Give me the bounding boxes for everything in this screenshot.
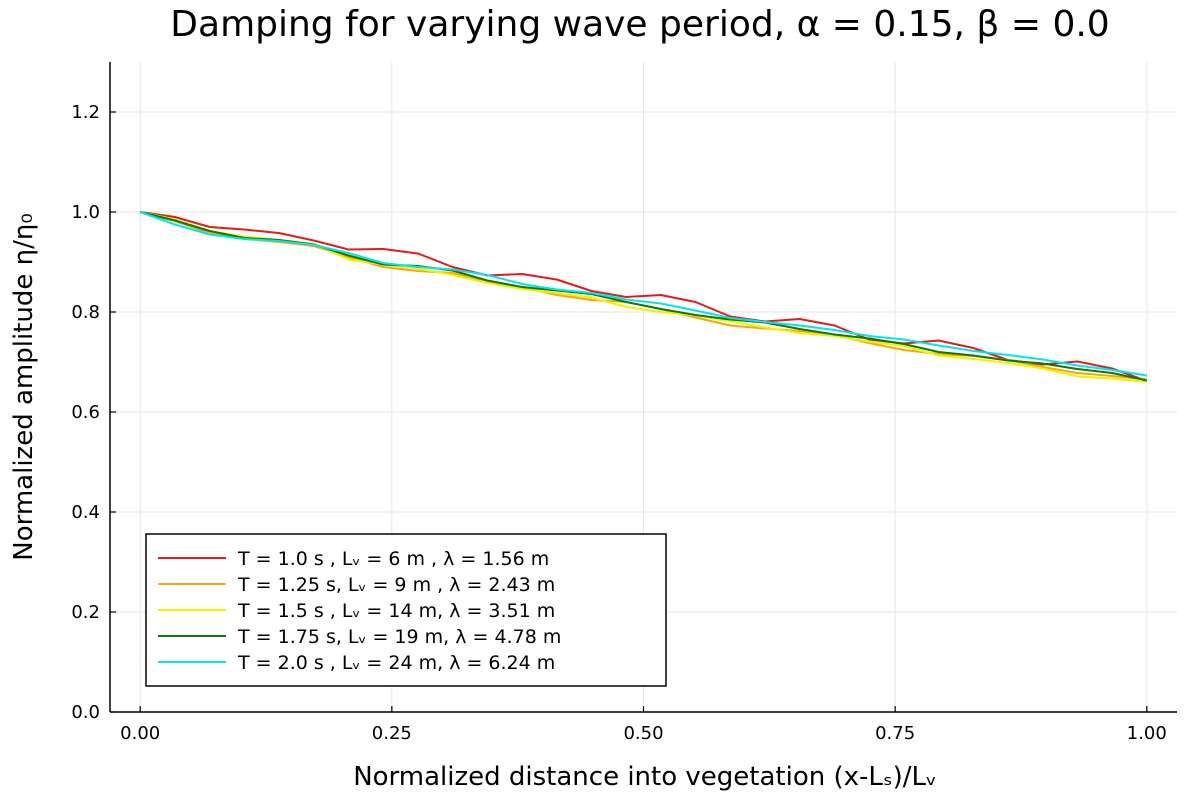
legend-label: T = 1.5 s , Lᵥ = 14 m, λ = 3.51 m <box>237 600 555 622</box>
y-tick-label: 0.4 <box>71 502 100 523</box>
y-tick-label: 0.2 <box>71 602 100 623</box>
legend-box <box>145 533 667 687</box>
y-tick-label: 1.2 <box>71 102 100 123</box>
x-tick-label: 0.25 <box>372 723 412 744</box>
legend-label: T = 1.0 s , Lᵥ = 6 m , λ = 1.56 m <box>237 548 549 570</box>
legend-label: T = 2.0 s , Lᵥ = 24 m, λ = 6.24 m <box>237 652 555 674</box>
y-tick-label: 0.8 <box>71 302 100 323</box>
x-tick-label: 0.50 <box>623 723 663 744</box>
y-tick-label: 0.6 <box>71 402 100 423</box>
legend-label: T = 1.75 s, Lᵥ = 19 m, λ = 4.78 m <box>237 626 561 648</box>
series-line-5 <box>139 211 1147 377</box>
x-tick-label: 0.75 <box>875 723 915 744</box>
legend-label: T = 1.25 s, Lᵥ = 9 m , λ = 2.43 m <box>237 574 555 596</box>
chart-title: Damping for varying wave period, α = 0.1… <box>170 4 1109 45</box>
x-tick-label: 1.00 <box>1127 723 1167 744</box>
series-line-1 <box>140 211 1148 382</box>
x-tick-label: 0.00 <box>120 723 160 744</box>
axes <box>109 62 1177 713</box>
series-lines <box>139 211 1148 383</box>
tick-labels: 0.00 0.25 0.50 0.75 1.00 0.0 0.2 0.4 0.6 0.8 1.0 1.… <box>71 102 1166 744</box>
y-tick-label: 0.0 <box>71 702 100 723</box>
y-tick-label: 1.0 <box>71 202 100 223</box>
y-axis-label: Normalized amplitude η/η₀ <box>9 213 39 561</box>
x-axis-label: Normalized distance into vegetation (x-L… <box>353 762 937 792</box>
legend: T = 1.0 s , Lᵥ = 6 m , λ = 1.56 m T = 1.2… <box>145 533 667 687</box>
